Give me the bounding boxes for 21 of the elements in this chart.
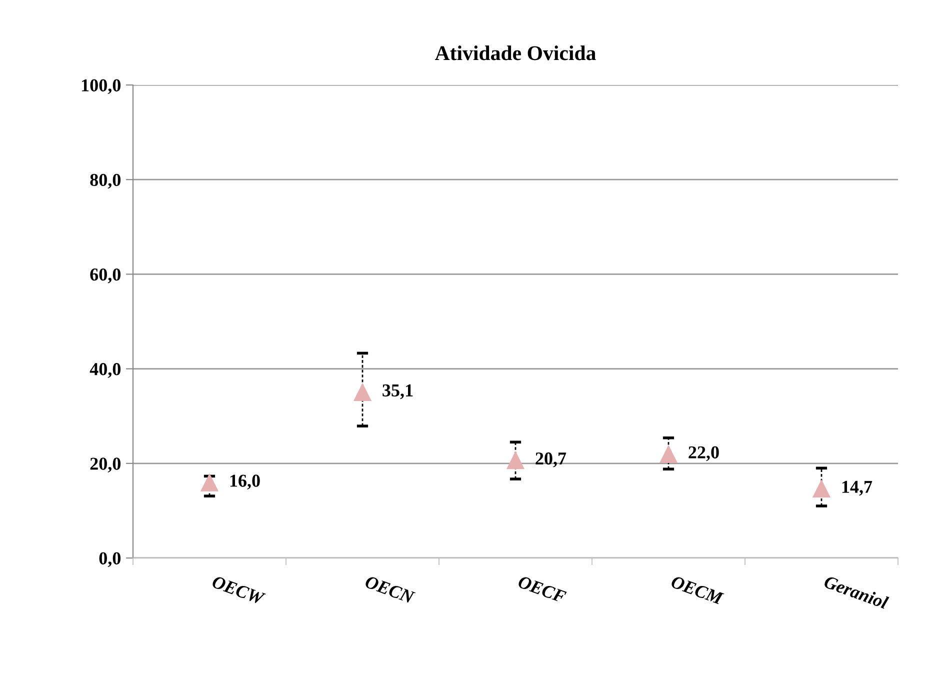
point <box>812 479 831 498</box>
y-tick-label: 100,0 <box>82 79 121 94</box>
chart-title: Atividade Ovicida <box>434 46 596 60</box>
point <box>506 451 525 470</box>
data-label: 14,7 <box>842 480 872 496</box>
data-label: 22,0 <box>688 446 719 462</box>
x-tick-label: OECW <box>211 575 266 606</box>
y-tick-label: 40,0 <box>90 363 121 378</box>
point <box>200 473 219 492</box>
point <box>659 444 678 463</box>
data-label: 35,1 <box>382 384 413 400</box>
y-tick-label: 0,0 <box>99 552 121 568</box>
x-tick-label: OECF <box>517 575 567 604</box>
data-label: 20,7 <box>536 452 566 468</box>
data-label: 16,0 <box>230 474 260 490</box>
x-tick-label: OECM <box>670 575 724 605</box>
x-tick-label: OECN <box>364 575 416 604</box>
y-tick-label: 20,0 <box>90 458 121 472</box>
point <box>353 382 372 402</box>
y-tick-label: 80,0 <box>90 174 121 189</box>
y-tick-label: 60,0 <box>90 268 121 284</box>
